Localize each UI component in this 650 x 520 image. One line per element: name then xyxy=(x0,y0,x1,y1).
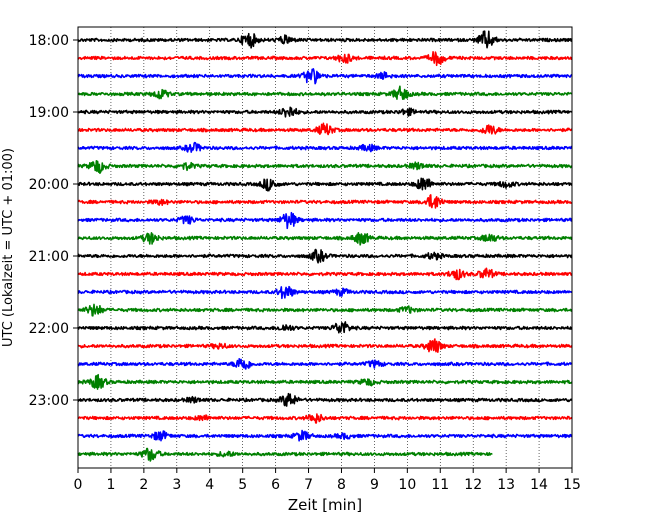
x-tick-label: 6 xyxy=(271,477,280,493)
seismogram-trace xyxy=(77,85,573,101)
x-tick-label: 5 xyxy=(238,477,247,493)
seismogram-trace xyxy=(77,413,573,424)
x-tick-label: 14 xyxy=(530,477,548,493)
seismogram-trace xyxy=(77,285,573,300)
seismogram-trace xyxy=(77,122,573,136)
y-tick-label: 21:00 xyxy=(29,249,69,265)
x-tick-label: 0 xyxy=(74,477,83,493)
x-axis: 0 1 2 3 4 5 6 7 8 9 10 11 12 13 14 15 xyxy=(74,468,581,493)
seismogram-trace xyxy=(77,429,573,442)
seismogram-trace xyxy=(77,358,573,370)
seismogram-trace xyxy=(77,106,573,118)
seismogram-trace xyxy=(77,248,573,264)
seismogram-trace xyxy=(77,160,573,175)
y-axis-title: UTC (Lokalzeit = UTC + 01:00) xyxy=(1,148,16,347)
x-tick-label: 10 xyxy=(398,477,416,493)
seismogram-trace xyxy=(77,373,573,390)
x-tick-label: 9 xyxy=(370,477,379,493)
seismogram-traces xyxy=(77,30,573,462)
x-tick-label: 13 xyxy=(497,477,515,493)
x-axis-title: Zeit [min] xyxy=(288,496,362,514)
seismogram-trace xyxy=(77,141,573,153)
seismogram-trace xyxy=(77,447,493,462)
x-tick-label: 3 xyxy=(172,477,181,493)
y-tick-label: 22:00 xyxy=(29,321,69,337)
seismogram-trace xyxy=(77,303,573,317)
y-tick-label: 23:00 xyxy=(29,393,69,409)
y-tick-label: 19:00 xyxy=(29,105,69,121)
seismogram-trace xyxy=(77,338,573,353)
seismogram-trace xyxy=(77,68,573,85)
y-axis: 18:00 19:00 20:00 21:00 22:00 23:00 xyxy=(29,33,78,409)
x-tick-label: 7 xyxy=(304,477,313,493)
seismogram-trace xyxy=(77,321,573,334)
seismogram-trace xyxy=(77,194,573,209)
y-tick-label: 20:00 xyxy=(29,177,69,193)
seismogram-trace xyxy=(77,51,573,67)
x-tick-label: 15 xyxy=(563,477,581,493)
seismogram-trace xyxy=(77,232,573,246)
y-tick-label: 18:00 xyxy=(29,33,69,49)
x-tick-label: 8 xyxy=(337,477,346,493)
x-tick-label: 1 xyxy=(106,477,115,493)
x-tick-label: 11 xyxy=(431,477,449,493)
seismogram-trace xyxy=(77,392,573,407)
seismogram-trace xyxy=(77,30,573,49)
seismogram-trace xyxy=(77,267,573,281)
seismogram-trace xyxy=(77,177,573,192)
x-tick-label: 12 xyxy=(464,477,482,493)
x-tick-label: 2 xyxy=(139,477,148,493)
x-tick-label: 4 xyxy=(205,477,214,493)
seismogram-trace xyxy=(77,211,573,230)
plot-frame xyxy=(77,26,573,469)
